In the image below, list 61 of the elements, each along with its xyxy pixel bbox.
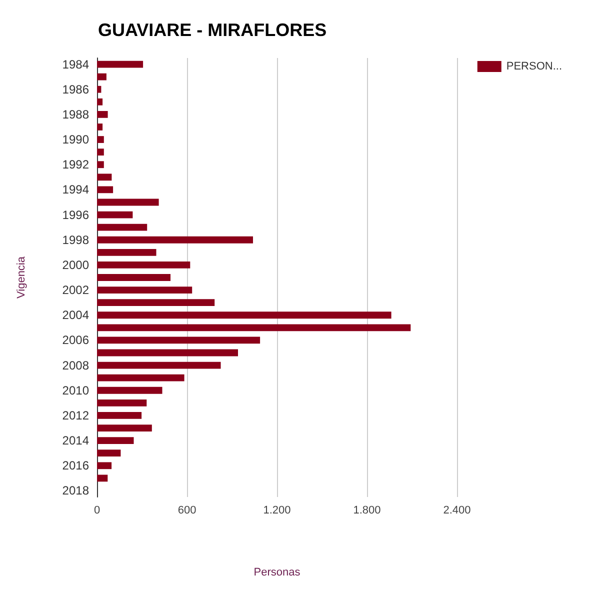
bar: [97, 186, 114, 194]
x-tick-label: 600: [178, 504, 196, 516]
bar: [97, 73, 106, 80]
bar: [97, 236, 253, 244]
y-tick-label: 1994: [62, 182, 90, 197]
bar: [97, 462, 112, 470]
bar: [97, 262, 190, 268]
y-tick-label: 1990: [62, 132, 90, 147]
x-tick-label: 2.400: [443, 504, 471, 516]
x-tick-label: 1.200: [263, 504, 291, 516]
bar: [97, 211, 133, 218]
bar: [97, 86, 102, 93]
bar: [97, 136, 104, 143]
y-tick-label: 2006: [62, 333, 90, 348]
bar: [97, 450, 121, 457]
bar: [97, 437, 134, 444]
y-tick-label: 2004: [62, 308, 90, 322]
bar: [97, 248, 156, 256]
bar: [97, 424, 152, 432]
y-tick-label: 2014: [62, 434, 90, 448]
bar: [97, 336, 260, 344]
bar: [97, 299, 215, 306]
x-tick-label: 1.800: [353, 504, 381, 516]
bar: [97, 286, 192, 294]
y-axis-title: Vigencia: [16, 256, 28, 298]
bar: [97, 362, 221, 369]
bar: [97, 161, 104, 168]
y-tick-label: 2010: [62, 383, 90, 398]
y-tick-label: 2008: [62, 358, 90, 372]
bar: [97, 98, 103, 106]
y-tick-label: 1986: [62, 82, 90, 96]
bar: [97, 312, 392, 319]
y-tick-label: 1992: [62, 158, 90, 172]
bar: [97, 224, 148, 231]
y-tick-label: 2012: [62, 408, 90, 422]
bar: [97, 274, 170, 281]
y-tick-label: 2000: [62, 258, 90, 272]
bar: [97, 124, 103, 130]
bar: [97, 324, 411, 332]
bar: [97, 198, 159, 206]
y-tick-label: 1998: [62, 232, 90, 247]
legend-label: PERSON...: [506, 60, 562, 72]
bar: [97, 60, 144, 68]
x-axis-title: Personas: [254, 566, 301, 578]
bar: [97, 386, 162, 394]
x-tick-label: 0: [94, 504, 100, 516]
bar: [97, 474, 108, 482]
chart-title: GUAVIARE - MIRAFLORES: [98, 20, 327, 40]
bar: [97, 374, 184, 382]
bar: [97, 174, 112, 181]
y-tick-label: 2016: [62, 458, 90, 473]
y-tick-label: 2018: [62, 484, 90, 498]
y-tick-label: 1988: [62, 107, 90, 122]
bar: [97, 412, 142, 419]
y-tick-label: 2002: [62, 283, 90, 298]
bar: [97, 110, 108, 118]
y-tick-label: 1984: [62, 57, 90, 72]
bar: [97, 148, 104, 156]
bar: [97, 349, 238, 356]
bar: [97, 399, 147, 406]
y-tick-label: 1996: [62, 208, 90, 222]
